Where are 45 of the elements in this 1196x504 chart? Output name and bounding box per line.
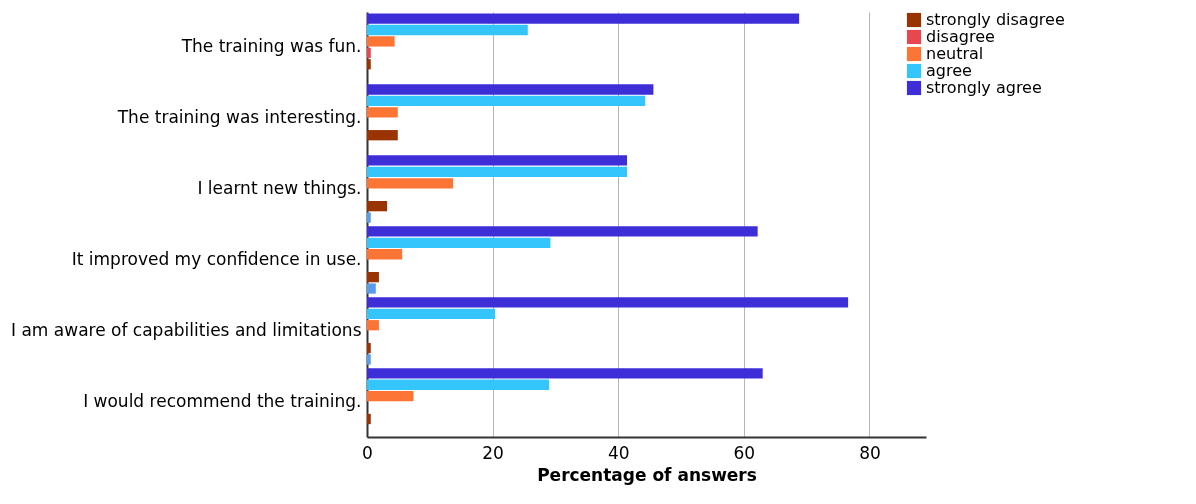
y-tick-label: The training was interesting. xyxy=(116,107,362,128)
bar xyxy=(367,308,496,319)
bar xyxy=(367,84,654,95)
bar xyxy=(367,155,628,166)
bar xyxy=(367,178,454,189)
legend-label: strongly agree xyxy=(926,78,1042,97)
bar xyxy=(367,283,376,294)
legend-label: strongly disagree xyxy=(926,10,1065,29)
bar xyxy=(367,212,371,223)
x-tick-label: 20 xyxy=(482,442,504,463)
y-tick-label: I learnt new things. xyxy=(197,178,362,199)
y-tick-label: I am aware of capabilities and limitations xyxy=(11,319,362,340)
x-tick-label: 80 xyxy=(859,442,881,463)
bar xyxy=(367,47,371,58)
bar xyxy=(367,271,379,283)
bar xyxy=(367,226,758,237)
legend-label: agree xyxy=(926,61,972,80)
bar xyxy=(367,320,379,331)
bar xyxy=(367,59,371,70)
bar xyxy=(367,342,371,354)
bar xyxy=(367,368,763,379)
x-tick-label: 0 xyxy=(362,442,373,463)
bar xyxy=(367,391,414,402)
y-tick-label: It improved my confidence in use. xyxy=(71,248,362,269)
legend-label: neutral xyxy=(926,44,984,63)
bar xyxy=(367,107,398,118)
bar xyxy=(367,237,551,248)
y-tick-label: I would recommend the training. xyxy=(83,390,362,411)
bar xyxy=(367,130,398,141)
bar xyxy=(367,297,849,308)
bar xyxy=(367,36,395,47)
x-tick-label: 60 xyxy=(733,442,756,463)
bar xyxy=(367,413,371,425)
x-tick-label: 40 xyxy=(607,442,630,463)
bar xyxy=(367,201,388,212)
x-axis-title: Percentage of answers xyxy=(537,464,757,485)
bar xyxy=(367,13,800,24)
bar xyxy=(367,166,628,178)
bar xyxy=(367,95,646,107)
bar xyxy=(367,24,528,36)
bar xyxy=(367,354,371,365)
legend-label: disagree xyxy=(926,27,995,46)
bar xyxy=(367,249,403,260)
y-tick-label: The training was fun. xyxy=(180,36,362,57)
bar xyxy=(367,379,550,390)
